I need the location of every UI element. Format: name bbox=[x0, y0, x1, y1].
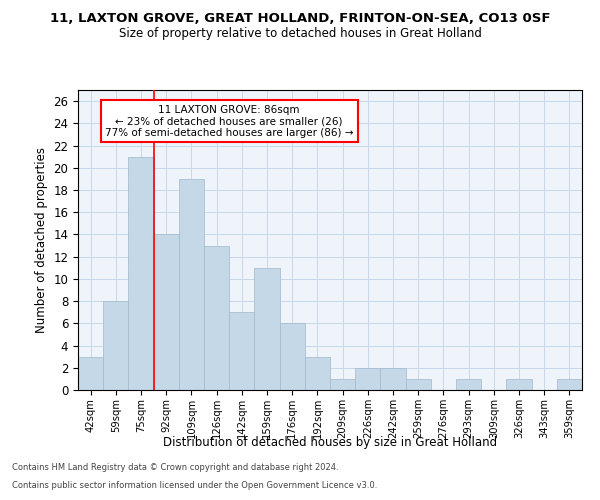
Bar bbox=[280, 324, 305, 390]
Bar bbox=[557, 379, 582, 390]
Text: Contains public sector information licensed under the Open Government Licence v3: Contains public sector information licen… bbox=[12, 481, 377, 490]
Text: Size of property relative to detached houses in Great Holland: Size of property relative to detached ho… bbox=[119, 28, 481, 40]
Bar bbox=[406, 379, 431, 390]
Bar bbox=[78, 356, 103, 390]
Y-axis label: Number of detached properties: Number of detached properties bbox=[35, 147, 48, 333]
Text: Distribution of detached houses by size in Great Holland: Distribution of detached houses by size … bbox=[163, 436, 497, 449]
Bar bbox=[254, 268, 280, 390]
Bar bbox=[179, 179, 204, 390]
Bar bbox=[355, 368, 380, 390]
Bar bbox=[229, 312, 254, 390]
Bar bbox=[103, 301, 128, 390]
Text: 11 LAXTON GROVE: 86sqm
← 23% of detached houses are smaller (26)
77% of semi-det: 11 LAXTON GROVE: 86sqm ← 23% of detached… bbox=[105, 104, 353, 138]
Bar bbox=[380, 368, 406, 390]
Bar bbox=[330, 379, 355, 390]
Text: 11, LAXTON GROVE, GREAT HOLLAND, FRINTON-ON-SEA, CO13 0SF: 11, LAXTON GROVE, GREAT HOLLAND, FRINTON… bbox=[50, 12, 550, 26]
Bar bbox=[154, 234, 179, 390]
Bar bbox=[506, 379, 532, 390]
Bar bbox=[456, 379, 481, 390]
Bar bbox=[128, 156, 154, 390]
Text: Contains HM Land Registry data © Crown copyright and database right 2024.: Contains HM Land Registry data © Crown c… bbox=[12, 464, 338, 472]
Bar bbox=[204, 246, 229, 390]
Bar bbox=[305, 356, 330, 390]
